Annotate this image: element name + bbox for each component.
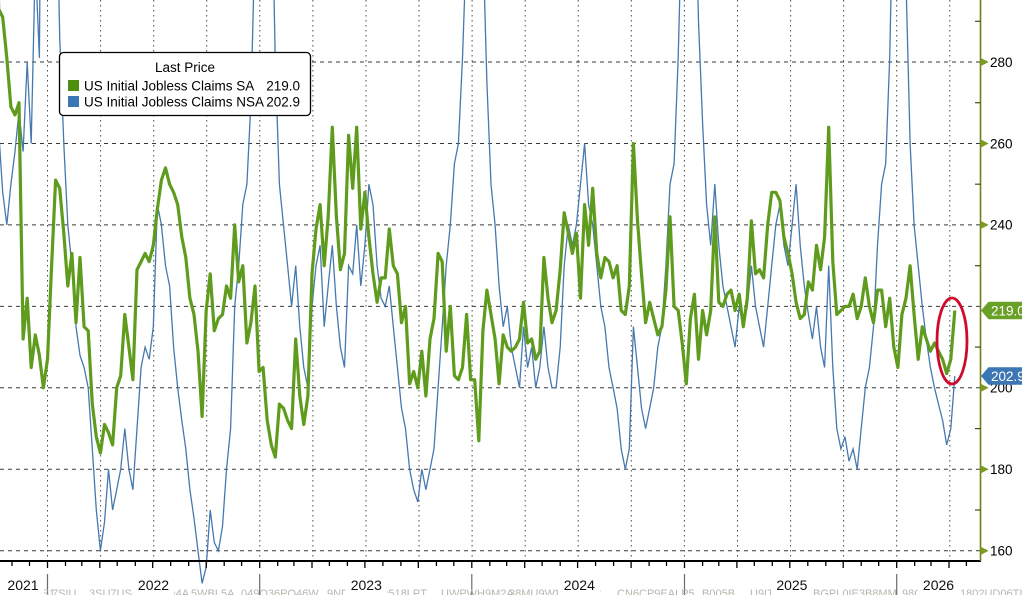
- svg-text:202.9: 202.9: [991, 369, 1022, 384]
- svg-text:38MU9W: 38MU9W: [509, 588, 555, 595]
- svg-text:260: 260: [990, 136, 1013, 151]
- svg-text:2023: 2023: [351, 577, 382, 593]
- svg-text:049O36PO46W: 049O36PO46W: [241, 588, 319, 595]
- svg-text:280: 280: [990, 55, 1013, 70]
- svg-text:219.0: 219.0: [991, 303, 1022, 318]
- svg-text:7SIU: 7SIU: [52, 588, 77, 595]
- svg-text:B005B: B005B: [702, 588, 735, 595]
- svg-text:UWPWH9M2A: UWPWH9M2A: [441, 588, 514, 595]
- svg-text:219.0: 219.0: [266, 79, 300, 94]
- svg-text:US Initial Jobless Claims NSA: US Initial Jobless Claims NSA: [84, 95, 264, 110]
- svg-text:1802UD06TI: 1802UD06TI: [960, 588, 1022, 595]
- svg-text:Last Price: Last Price: [155, 60, 215, 75]
- svg-text:CN6CP9EALP5: CN6CP9EALP5: [617, 588, 695, 595]
- svg-text:160: 160: [990, 544, 1013, 559]
- svg-text:2022: 2022: [138, 577, 169, 593]
- svg-text:US Initial Jobless Claims SA: US Initial Jobless Claims SA: [84, 79, 254, 94]
- svg-text:2026: 2026: [923, 577, 954, 593]
- svg-text:2024: 2024: [564, 577, 595, 593]
- svg-text:240: 240: [990, 218, 1013, 233]
- svg-text:2021: 2021: [7, 577, 38, 593]
- svg-text:5WBL5A: 5WBL5A: [191, 588, 235, 595]
- svg-text:BGPL0IE3B8MM: BGPL0IE3B8MM: [813, 588, 897, 595]
- svg-text:2025: 2025: [776, 577, 807, 593]
- svg-text:2P518LPT: 2P518LPT: [375, 588, 427, 595]
- svg-text:180: 180: [990, 462, 1013, 477]
- svg-text:202.9: 202.9: [266, 95, 300, 110]
- svg-text:3SU7USO: 3SU7USO: [89, 588, 141, 595]
